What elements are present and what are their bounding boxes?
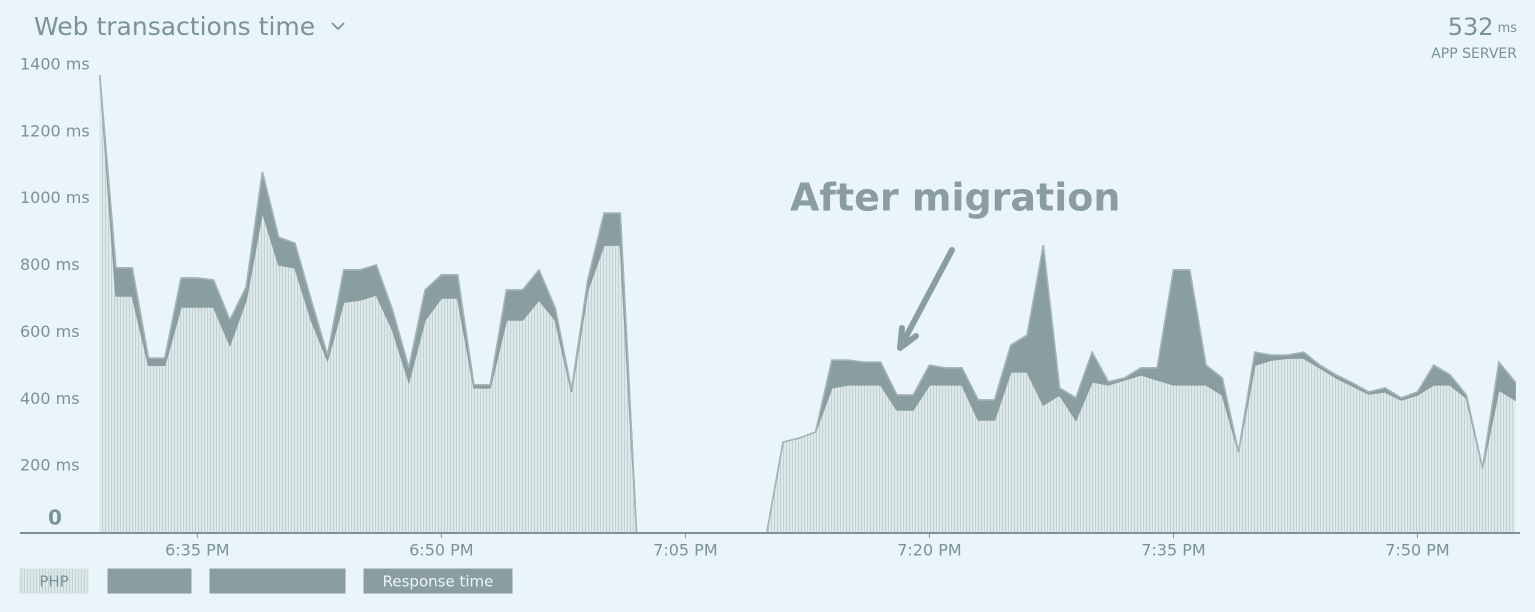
legend-item[interactable]: Response time xyxy=(363,568,513,594)
area xyxy=(99,75,1516,534)
x-tick-label: 7:50 PM xyxy=(1385,541,1449,560)
x-tick-label: 7:05 PM xyxy=(653,541,717,560)
annotation-arrow xyxy=(897,247,955,351)
y-tick-label: 600 ms xyxy=(20,322,80,341)
plot: 0 200 ms 400 ms 600 ms 800 ms 1000 ms 1200 ms 1… xyxy=(20,55,1520,560)
legend-item[interactable]: PHP xyxy=(19,568,89,594)
x-tick-label: 7:20 PM xyxy=(897,541,961,560)
title-chevron[interactable] xyxy=(331,22,345,31)
y-tick-label: 800 ms xyxy=(20,255,80,274)
summary-label: APP SERVER xyxy=(1431,46,1517,62)
x-tick-label: 6:35 PM xyxy=(165,541,229,560)
legend-label: Response time xyxy=(383,573,494,591)
y-tick-label: 1000 ms xyxy=(20,188,90,207)
summary-value: 532 xyxy=(1448,13,1494,41)
chart-title[interactable]: Web transactions time xyxy=(34,12,315,41)
y-tick-label: 0 xyxy=(48,506,62,530)
legend-swatch xyxy=(107,568,192,594)
legend-label: PHP xyxy=(39,573,68,591)
summary-unit: ms xyxy=(1498,21,1518,36)
legend-swatch xyxy=(363,568,513,594)
x-tick-label: 7:35 PM xyxy=(1141,541,1205,560)
y-tick-label: 1400 ms xyxy=(20,55,90,74)
y-tick-label: 200 ms xyxy=(20,456,80,475)
y-tick-label: 400 ms xyxy=(20,389,80,408)
summary: 532 ms xyxy=(1448,13,1517,41)
legend-swatch xyxy=(19,568,89,594)
y-tick-label: 1200 ms xyxy=(20,121,90,140)
annotation: After migration xyxy=(790,176,1120,220)
legend-swatch xyxy=(209,568,346,594)
total-outline xyxy=(98,74,1516,534)
legend-item[interactable] xyxy=(107,568,192,594)
x-tick-label: 6:50 PM xyxy=(409,541,473,560)
legend-item[interactable] xyxy=(209,568,346,594)
